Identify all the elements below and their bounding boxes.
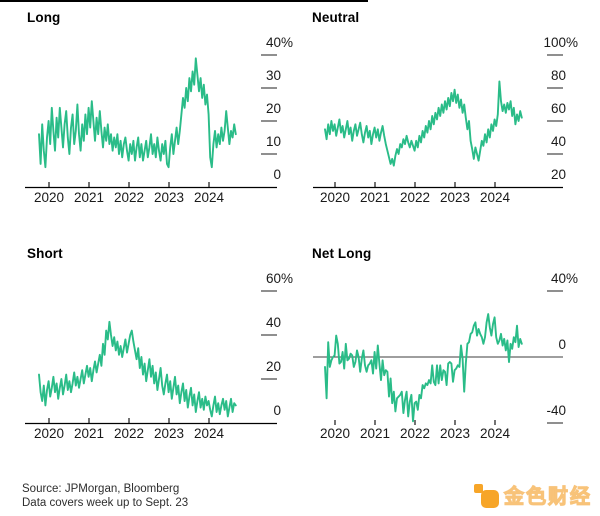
jinse-finance-watermark: 金色财经 xyxy=(473,480,592,509)
x-tick-label-2024: 2024 xyxy=(479,190,511,205)
jinse-logo-icon xyxy=(473,481,500,508)
x-tick-label-2022: 2022 xyxy=(113,190,145,205)
y-tick-dash-60 xyxy=(547,120,563,122)
y-tick-dash-20 xyxy=(261,378,277,380)
percent-sign: % xyxy=(566,271,579,286)
x-tick-label-2024: 2024 xyxy=(479,426,511,441)
y-tick-dash--40 xyxy=(547,422,563,424)
data-series-line xyxy=(324,313,523,423)
y-tick-dash-40 xyxy=(547,153,563,155)
panel-title-short: Short xyxy=(27,246,63,261)
logo-small-square xyxy=(474,484,483,493)
y-tick-label-20: 20 xyxy=(265,101,281,116)
x-tick-label-2022: 2022 xyxy=(399,190,431,205)
long-line-chart xyxy=(25,57,277,189)
y-tick-label-60: 60 xyxy=(550,101,566,116)
panel-title-net-long: Net Long xyxy=(312,246,372,261)
y-tick-label-10: 10 xyxy=(265,134,281,149)
x-tick-label-2023: 2023 xyxy=(153,190,185,205)
x-tick-label-2021: 2021 xyxy=(359,190,391,205)
x-tick-label-2022: 2022 xyxy=(113,426,145,441)
percent-sign: % xyxy=(281,271,294,286)
x-tick-label-2020: 2020 xyxy=(319,190,351,205)
panel-short: Short 2020 2021 2022 2023 2024 60% 40 20 0 xyxy=(0,236,300,472)
panel-net-long: Net Long 2020 2021 2022 2023 2024 40% 0 -40 xyxy=(300,236,600,472)
x-tick-label-2020: 2020 xyxy=(33,190,65,205)
net-long-line-chart xyxy=(313,313,563,425)
x-tick-label-2022: 2022 xyxy=(399,426,431,441)
x-tick-label-2020: 2020 xyxy=(319,426,351,441)
panel-long: Long 2020 2021 2022 2023 2024 40% 30 20 10 0 xyxy=(0,0,300,236)
panel-title-long: Long xyxy=(27,10,61,25)
logo-big-square xyxy=(481,490,499,508)
percent-sign: % xyxy=(566,35,579,50)
y-tick-dash-80 xyxy=(547,87,563,89)
x-tick-label-2021: 2021 xyxy=(359,426,391,441)
panel-title-neutral: Neutral xyxy=(312,10,360,25)
source-text-line2: Data covers week up to Sept. 23 xyxy=(22,497,189,509)
x-tick-label-2023: 2023 xyxy=(439,426,471,441)
y-tick-label-0: 0 xyxy=(273,167,281,182)
x-tick-label-2024: 2024 xyxy=(193,426,225,441)
y-tick-label-40: 40 xyxy=(550,134,566,149)
y-tick-label-40: 40 xyxy=(265,315,281,330)
data-series-line xyxy=(38,320,237,418)
y-tick-label-0: 0 xyxy=(273,403,281,418)
x-tick-label-2024: 2024 xyxy=(193,190,225,205)
y-tick-label-0: 0 xyxy=(558,337,566,352)
y-tick-label-20: 20 xyxy=(550,167,566,182)
y-tick-dash-10 xyxy=(261,153,277,155)
y-tick-dash-40 xyxy=(261,334,277,336)
x-tick-label-2020: 2020 xyxy=(33,426,65,441)
y-tick-label-40: 40% xyxy=(265,35,294,50)
panel-neutral: Neutral 2020 2021 2022 2023 2024 100% 80 60 40 20 xyxy=(300,0,600,236)
y-tick-dash-30 xyxy=(261,87,277,89)
percent-sign: % xyxy=(281,35,294,50)
y-tick-dash-20 xyxy=(261,120,277,122)
neutral-line-chart xyxy=(313,80,563,189)
y-tick-dash-60 xyxy=(261,290,277,292)
y-tick-label--40: -40 xyxy=(546,403,566,418)
cropped-headline-rule xyxy=(0,0,368,2)
footer: Source: JPMorgan, Bloomberg Data covers … xyxy=(0,472,600,516)
x-tick-label-2021: 2021 xyxy=(73,426,105,441)
source-text-line1: Source: JPMorgan, Bloomberg xyxy=(22,483,180,495)
x-tick-label-2023: 2023 xyxy=(439,190,471,205)
short-line-chart xyxy=(25,320,277,425)
y-tick-label-80: 80 xyxy=(550,68,566,83)
data-series-line xyxy=(38,57,237,169)
brand-name-text: 金色财经 xyxy=(503,485,592,508)
data-series-line xyxy=(324,80,523,167)
y-tick-label-100: 100% xyxy=(543,35,579,50)
x-tick-label-2021: 2021 xyxy=(73,190,105,205)
y-tick-dash-40 xyxy=(547,290,563,292)
y-tick-dash-100 xyxy=(547,54,563,56)
y-tick-label-20: 20 xyxy=(265,359,281,374)
x-tick-label-2023: 2023 xyxy=(153,426,185,441)
y-tick-label-60: 60% xyxy=(265,271,294,286)
y-tick-label-40: 40% xyxy=(550,271,579,286)
y-tick-label-30: 30 xyxy=(265,68,281,83)
y-tick-dash-40 xyxy=(261,54,277,56)
